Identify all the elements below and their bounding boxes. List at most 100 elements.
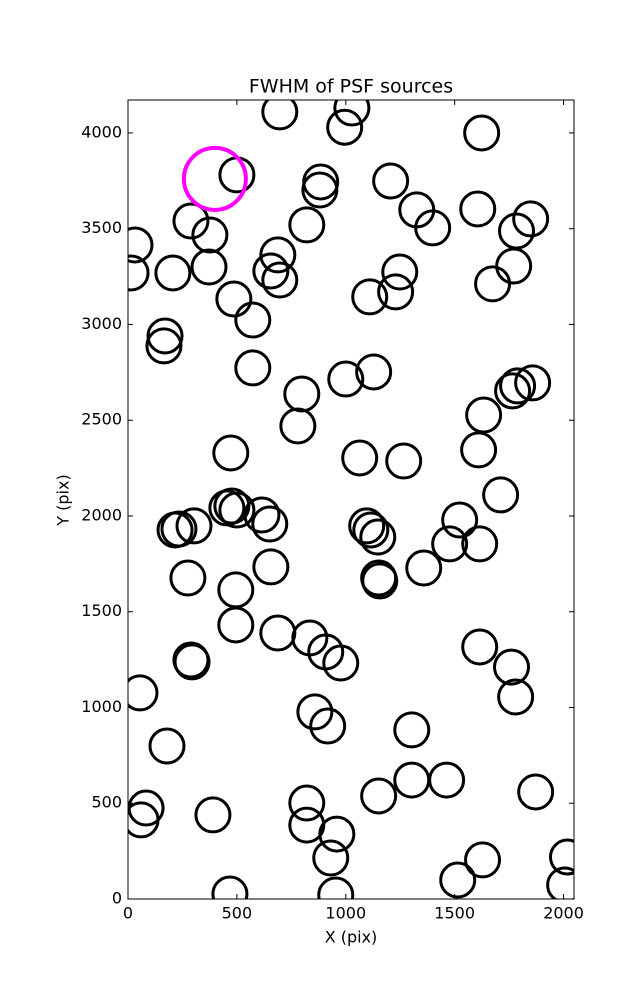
psf-source	[128, 226, 154, 264]
psf-source	[414, 209, 452, 247]
chart-title: FWHM of PSF sources	[249, 76, 453, 98]
psf-source	[288, 784, 326, 822]
psf-source	[492, 648, 530, 686]
psf-source	[296, 693, 334, 731]
psf-source	[261, 261, 299, 299]
psf-source	[546, 866, 574, 899]
psf-source	[360, 777, 398, 815]
x-tick-label: 0	[123, 904, 133, 923]
highlighted-source	[181, 145, 248, 212]
psf-source	[243, 496, 281, 534]
psf-source	[288, 206, 326, 244]
psf-source	[494, 372, 532, 410]
psf-source	[172, 202, 210, 240]
psf-source	[211, 875, 249, 899]
psf-source	[148, 727, 186, 765]
psf-source	[283, 375, 321, 413]
psf-source	[326, 108, 364, 146]
y-tick-label: 3500	[81, 218, 122, 237]
psf-source	[352, 511, 390, 549]
psf-source	[327, 360, 365, 398]
psf-source	[482, 476, 520, 514]
psf-source	[312, 839, 350, 877]
psf-source	[160, 510, 198, 548]
psf-source	[381, 253, 419, 291]
psf-source	[301, 171, 339, 209]
psf-source	[309, 707, 347, 745]
psf-source	[251, 505, 289, 543]
psf-source	[212, 434, 250, 472]
psf-source	[234, 349, 272, 387]
y-tick-label: 1500	[81, 601, 122, 620]
psf-source	[351, 278, 389, 316]
psf-source	[495, 247, 533, 285]
psf-source	[461, 525, 499, 563]
psf-source	[348, 507, 386, 545]
psf-source	[322, 644, 360, 682]
psf-source	[252, 252, 290, 290]
psf-source	[234, 301, 272, 339]
psf-source	[355, 353, 393, 391]
y-tick-label: 0	[112, 889, 122, 908]
y-tick-label: 4000	[81, 122, 122, 141]
x-tick-label: 500	[222, 904, 253, 923]
x-axis-label: X (pix)	[325, 928, 378, 947]
psf-source	[252, 548, 290, 586]
x-tick-label: 1500	[434, 904, 475, 923]
psf-source	[218, 491, 256, 529]
psf-source	[461, 628, 499, 666]
psf-source	[341, 439, 379, 477]
x-tick-label: 2000	[543, 904, 584, 923]
psf-source	[497, 678, 535, 716]
psf-source	[194, 796, 232, 834]
psf-source	[145, 327, 183, 365]
psf-source	[459, 190, 497, 228]
psf-source	[128, 801, 160, 839]
psf-source	[377, 273, 415, 311]
psf-source	[385, 442, 423, 480]
psf-source	[405, 549, 443, 587]
psf-source	[514, 364, 552, 402]
y-tick-label: 500	[91, 793, 122, 812]
psf-source	[439, 861, 477, 899]
psf-source	[215, 280, 253, 318]
y-tick-label: 3000	[81, 314, 122, 333]
psf-source	[499, 367, 537, 405]
psf-source	[217, 606, 255, 644]
psf-source	[128, 674, 159, 712]
psf-source	[169, 559, 207, 597]
psf-source	[154, 254, 192, 292]
psf-source	[431, 525, 469, 563]
psf-source	[128, 254, 150, 292]
psf-source	[512, 200, 550, 238]
psf-source	[173, 643, 211, 681]
psf-source	[175, 507, 213, 545]
psf-source	[548, 838, 574, 876]
psf-source	[318, 815, 356, 853]
psf-source	[460, 431, 498, 469]
psf-source	[428, 761, 466, 799]
psf-source	[517, 773, 555, 811]
psf-source	[463, 114, 501, 152]
psf-source	[393, 711, 431, 749]
psf-source	[146, 317, 184, 355]
plot-frame	[127, 99, 575, 900]
psf-source	[279, 407, 317, 445]
psf-source	[333, 100, 371, 127]
psf-source	[361, 562, 399, 600]
y-tick-label: 1000	[81, 697, 122, 716]
x-tick-label: 1000	[325, 904, 366, 923]
psf-source	[190, 248, 228, 286]
psf-source	[441, 501, 479, 539]
psf-source	[259, 236, 297, 274]
psf-source	[191, 216, 229, 254]
y-tick-label: 2000	[81, 505, 122, 524]
y-axis-label: Y (pix)	[54, 474, 73, 526]
y-tick-label: 2500	[81, 410, 122, 429]
psf-source	[464, 841, 502, 879]
psf-source	[359, 518, 397, 556]
psf-source	[465, 396, 503, 434]
psf-source	[261, 100, 299, 131]
marks-layer	[128, 100, 574, 899]
